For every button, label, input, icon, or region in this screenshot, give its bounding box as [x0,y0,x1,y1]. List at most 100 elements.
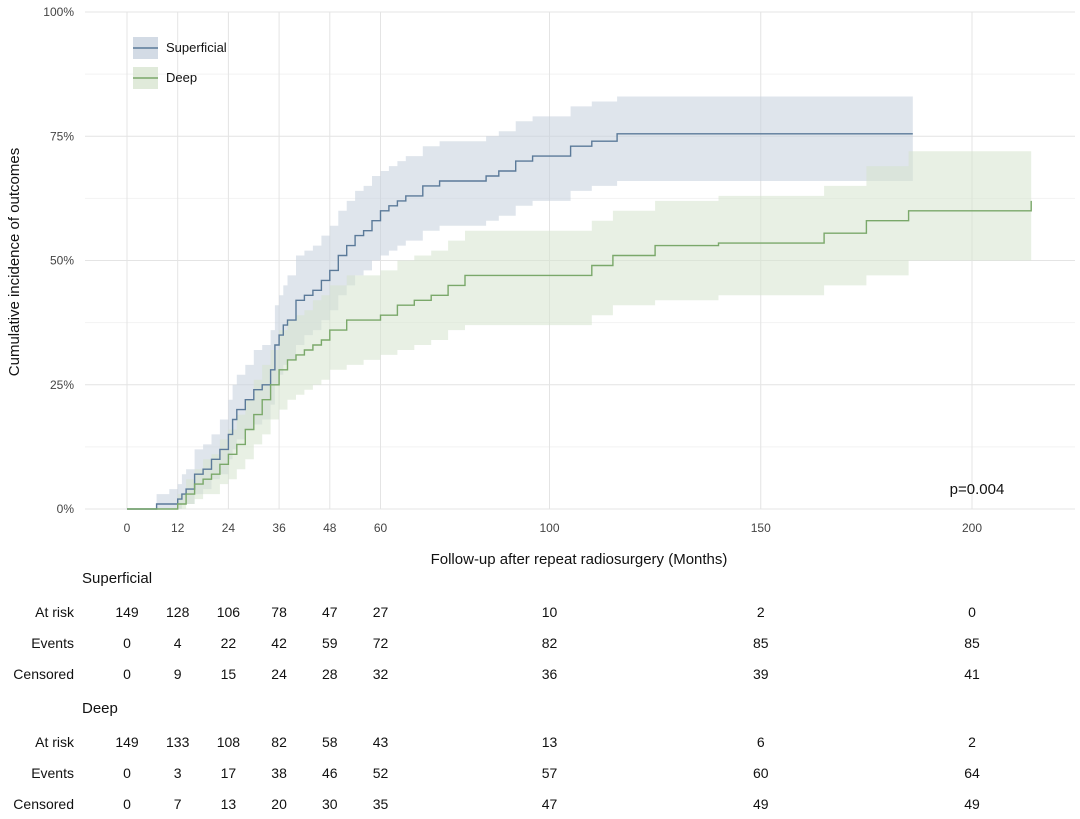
risk-cell: 0 [123,666,131,682]
x-tick-label: 24 [222,521,236,535]
x-tick-label: 60 [374,521,388,535]
p-value-annotation: p=0.004 [950,481,1005,498]
legend-label: Deep [166,70,197,85]
risk-row-label: Events [31,635,74,651]
risk-cell: 3 [174,765,182,781]
risk-cell: 41 [964,666,980,682]
risk-cell: 82 [542,635,558,651]
risk-cell: 30 [322,796,338,812]
risk-cell: 0 [968,604,976,620]
risk-cell: 24 [271,666,287,682]
risk-row-censored: Censored 0 9 15 24 28 32 36 39 41 [13,666,980,682]
x-axis-title: Follow-up after repeat radiosurgery (Mon… [431,551,728,568]
y-tick-label: 100% [43,5,74,19]
risk-cell: 64 [964,765,980,781]
risk-row-label: At risk [35,734,75,750]
risk-cell: 128 [166,604,190,620]
y-tick-label: 25% [50,378,74,392]
risk-cell: 27 [373,604,389,620]
risk-cell: 60 [753,765,769,781]
risk-cell: 10 [542,604,558,620]
risk-cell: 42 [271,635,287,651]
y-tick-label: 0% [57,502,75,516]
risk-row-label: Events [31,765,74,781]
risk-cell: 28 [322,666,338,682]
series-lines [127,133,1032,510]
legend-label: Superficial [166,40,227,55]
risk-cell: 13 [221,796,237,812]
risk-cell: 35 [373,796,389,812]
risk-cell: 22 [221,635,237,651]
risk-cell: 106 [217,604,241,620]
x-tick-label: 48 [323,521,337,535]
risk-cell: 47 [322,604,338,620]
risk-cell: 58 [322,734,338,750]
risk-row-label: Censored [13,796,74,812]
risk-cell: 2 [757,604,765,620]
risk-cell: 32 [373,666,389,682]
risk-cell: 85 [964,635,980,651]
risk-cell: 36 [542,666,558,682]
legend-item-superficial: Superficial [133,37,227,59]
risk-cell: 39 [753,666,769,682]
risk-cell: 17 [221,765,237,781]
risk-group-title: Deep [82,700,118,717]
risk-cell: 47 [542,796,558,812]
confidence-bands [127,96,1032,509]
series-line-deep [127,200,1032,510]
x-axis-ticks: 0 12 24 36 48 60 100 150 200 [124,521,983,535]
risk-cell: 38 [271,765,287,781]
risk-cell: 57 [542,765,558,781]
risk-cell: 0 [123,796,131,812]
y-axis-ticks: 0% 25% 50% 75% 100% [43,5,74,516]
risk-cell: 2 [968,734,976,750]
x-tick-label: 36 [272,521,286,535]
risk-group-title: Superficial [82,570,152,587]
risk-cell: 59 [322,635,338,651]
risk-cell: 13 [542,734,558,750]
risk-row-censored: Censored 0 7 13 20 30 35 47 49 49 [13,796,980,812]
confidence-band-deep [127,151,1032,509]
risk-cell: 72 [373,635,389,651]
risk-cell: 0 [123,635,131,651]
risk-row-events: Events 0 4 22 42 59 72 82 85 85 [31,635,980,651]
risk-cell: 43 [373,734,389,750]
risk-row-at-risk: At risk 149 128 106 78 47 27 10 2 0 [35,604,976,620]
x-tick-label: 150 [751,521,771,535]
series-line-superficial [127,133,913,510]
legend: Superficial Deep [133,37,227,89]
risk-cell: 149 [115,604,139,620]
risk-row-label: Censored [13,666,74,682]
risk-cell: 15 [221,666,237,682]
risk-cell: 149 [115,734,139,750]
risk-cell: 49 [964,796,980,812]
y-tick-label: 75% [50,129,74,143]
risk-cell: 0 [123,765,131,781]
y-tick-label: 50% [50,254,74,268]
risk-row-events: Events 0 3 17 38 46 52 57 60 64 [31,765,980,781]
x-tick-label: 12 [171,521,185,535]
risk-cell: 82 [271,734,287,750]
risk-cell: 7 [174,796,182,812]
risk-cell: 52 [373,765,389,781]
risk-cell: 9 [174,666,182,682]
risk-cell: 20 [271,796,287,812]
risk-cell: 133 [166,734,190,750]
risk-cell: 6 [757,734,765,750]
x-tick-label: 0 [124,521,131,535]
risk-row-label: At risk [35,604,75,620]
risk-cell: 108 [217,734,241,750]
risk-cell: 78 [271,604,287,620]
x-tick-label: 100 [539,521,559,535]
risk-cell: 49 [753,796,769,812]
legend-item-deep: Deep [133,67,197,89]
risk-row-at-risk: At risk 149 133 108 82 58 43 13 6 2 [35,734,976,750]
x-tick-label: 200 [962,521,982,535]
risk-cell: 85 [753,635,769,651]
risk-cell: 4 [174,635,182,651]
risk-group-deep: Deep At risk 149 133 108 82 58 43 13 6 2 Events 0 3 17… [13,700,980,812]
risk-cell: 46 [322,765,338,781]
